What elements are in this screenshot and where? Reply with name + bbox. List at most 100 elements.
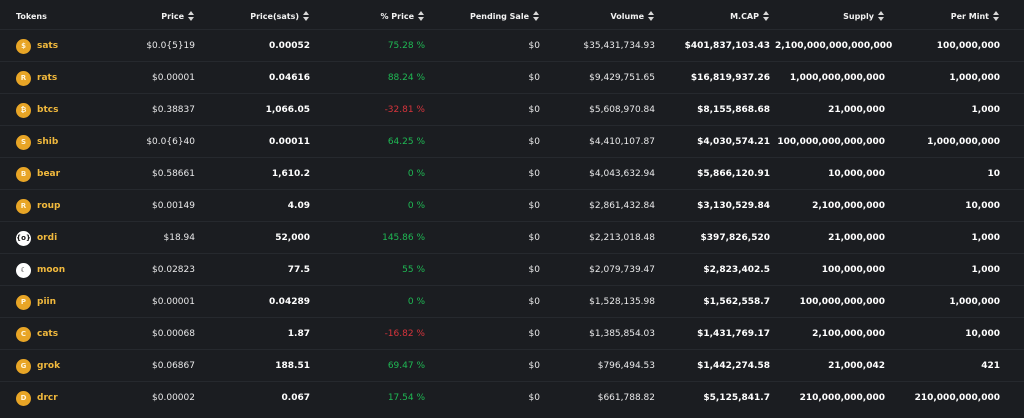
s-coin-icon: S <box>16 134 31 150</box>
price-sats-cell: 4.09 <box>287 201 310 211</box>
per-mint-cell: 1,000 <box>971 265 1000 275</box>
table-row[interactable]: $ sats $0.0{5}19 0.00052 75.28 % $0 $35,431,73… <box>0 29 1024 62</box>
volume-cell: $661,788.82 <box>597 393 655 403</box>
per-mint-cell: 100,000,000 <box>936 41 1000 51</box>
volume-cell: $9,429,751.65 <box>589 73 655 83</box>
price-sats-cell: 0.04616 <box>269 73 310 83</box>
header-tokens-label: Tokens <box>16 12 47 21</box>
token-cell[interactable]: {o} ordi <box>16 222 136 254</box>
header-supply[interactable]: Supply <box>775 10 885 23</box>
pct-price-cell: 0 % <box>407 169 425 179</box>
pending-sale-cell: $0 <box>528 265 540 275</box>
pending-sale-cell: $0 <box>528 137 540 147</box>
header-per-mint[interactable]: Per Mint <box>890 10 1000 23</box>
bitcoin-icon: ₿ <box>16 102 31 118</box>
supply-cell: 21,000,042 <box>828 361 885 371</box>
header-price-sats[interactable]: Price(sats) <box>200 10 310 23</box>
supply-cell: 21,000,000 <box>828 233 885 243</box>
per-mint-cell: 1,000 <box>971 233 1000 243</box>
token-name[interactable]: ordi <box>37 233 58 243</box>
pct-price-cell: -16.82 % <box>384 329 425 339</box>
price-cell: $0.02823 <box>152 265 195 275</box>
price-cell: $0.00068 <box>152 329 195 339</box>
header-price-label: Price <box>161 12 184 21</box>
header-per-mint-label: Per Mint <box>950 12 989 21</box>
token-name[interactable]: btcs <box>37 105 59 115</box>
volume-cell: $4,043,632.94 <box>589 169 655 179</box>
pending-sale-cell: $0 <box>528 73 540 83</box>
price-sats-cell: 52,000 <box>275 233 310 243</box>
volume-cell: $35,431,734.93 <box>583 41 655 51</box>
token-name[interactable]: drcr <box>37 393 58 403</box>
price-sats-cell: 0.00011 <box>269 137 310 147</box>
r-coin-icon: R <box>16 70 31 86</box>
pct-price-cell: 69.47 % <box>387 361 425 371</box>
header-pending-sale-label: Pending Sale <box>470 12 529 21</box>
ordi-icon: {o} <box>16 230 31 246</box>
per-mint-cell: 1,000,000,000 <box>927 137 1000 147</box>
token-name[interactable]: rats <box>37 73 58 83</box>
price-sats-cell: 1.87 <box>287 329 310 339</box>
table-row[interactable]: {o} ordi $18.94 52,000 145.86 % $0 $2,213,018.… <box>0 221 1024 254</box>
dollar-coin-icon: $ <box>16 38 31 54</box>
token-name[interactable]: sats <box>37 41 59 51</box>
mcap-cell: $16,819,937.26 <box>690 73 770 83</box>
pending-sale-cell: $0 <box>528 297 540 307</box>
pct-price-cell: 145.86 % <box>382 233 425 243</box>
token-cell[interactable]: ☾ moon <box>16 254 136 286</box>
volume-cell: $1,385,854.03 <box>589 329 655 339</box>
mcap-cell: $5,866,120.91 <box>697 169 770 179</box>
token-name[interactable]: roup <box>37 201 61 211</box>
price-cell: $0.58661 <box>152 169 195 179</box>
supply-cell: 2,100,000,000,000,000 <box>775 41 893 51</box>
token-name[interactable]: bear <box>37 169 61 179</box>
c-coin-icon: C <box>16 326 31 342</box>
table-row[interactable]: ₿ btcs $0.38837 1,066.05 -32.81 % $0 $5,608,97… <box>0 93 1024 126</box>
p-coin-icon: P <box>16 294 31 310</box>
volume-cell: $2,079,739.47 <box>589 265 655 275</box>
d-coin-icon: D <box>16 390 31 406</box>
price-sats-cell: 77.5 <box>287 265 310 275</box>
table-row[interactable]: ☾ moon $0.02823 77.5 55 % $0 $2,079,739.47 $2,8… <box>0 253 1024 286</box>
header-volume[interactable]: Volume <box>545 10 655 23</box>
header-price[interactable]: Price <box>80 10 195 23</box>
table-header: Tokens Price Price(sats) % Price Pending… <box>0 0 1024 30</box>
header-pct-price[interactable]: % Price <box>320 10 425 23</box>
volume-cell: $4,410,107.87 <box>589 137 655 147</box>
token-cell[interactable]: $ sats <box>16 30 136 62</box>
mcap-cell: $3,130,529.84 <box>697 201 770 211</box>
token-cell[interactable]: ₿ btcs <box>16 94 136 126</box>
token-name[interactable]: moon <box>37 265 66 275</box>
r-coin-icon: R <box>16 198 31 214</box>
token-name[interactable]: cats <box>37 329 59 339</box>
pct-price-cell: -32.81 % <box>384 105 425 115</box>
token-name[interactable]: grok <box>37 361 61 371</box>
header-pending-sale[interactable]: Pending Sale <box>430 10 540 23</box>
token-name[interactable]: piin <box>37 297 57 307</box>
b-coin-icon: B <box>16 166 31 182</box>
token-name[interactable]: shib <box>37 137 59 147</box>
header-mcap[interactable]: M.CAP <box>660 10 770 23</box>
price-cell: $0.0{6}40 <box>146 137 195 147</box>
header-price-sats-label: Price(sats) <box>250 12 299 21</box>
pending-sale-cell: $0 <box>528 233 540 243</box>
supply-cell: 10,000,000 <box>828 169 885 179</box>
per-mint-cell: 421 <box>981 361 1000 371</box>
